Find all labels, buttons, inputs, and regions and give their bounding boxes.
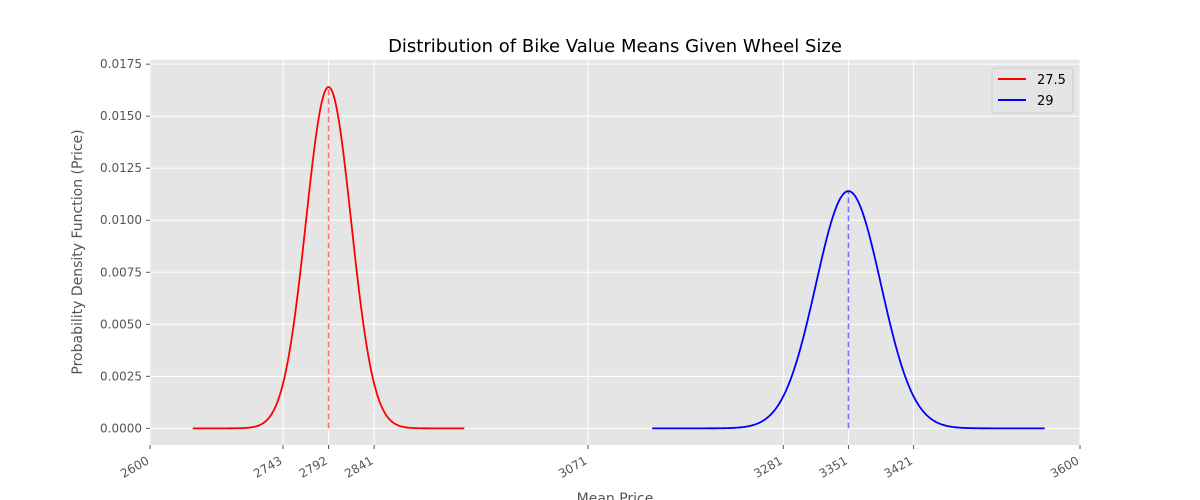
x-tick-label: 3071	[556, 453, 589, 480]
y-tick-label: 0.0150	[100, 109, 142, 123]
x-tick-label: 3421	[882, 453, 915, 480]
chart-title: Distribution of Bike Value Means Given W…	[388, 36, 842, 57]
y-tick-label: 0.0175	[100, 57, 142, 71]
x-tick-label: 3600	[1048, 453, 1081, 480]
y-tick-label: 0.0100	[100, 213, 142, 227]
plot-background	[150, 60, 1080, 445]
series-group	[192, 86, 1045, 430]
y-tick-label: 0.0000	[100, 421, 142, 435]
grid-lines	[149, 60, 1081, 445]
y-ticks: 0.0000 0.0025 0.0050 0.0075 0.0100 0.0125 0.01…	[100, 57, 150, 435]
x-tick-label: 3351	[816, 453, 849, 480]
y-tick-label: 0.0075	[100, 265, 142, 279]
x-tick-label: 2743	[251, 453, 284, 480]
series-line-27-5	[192, 86, 465, 430]
legend-label: 27.5	[1037, 73, 1066, 88]
y-tick-label: 0.0050	[100, 317, 142, 331]
x-tick-label: 2841	[342, 453, 375, 480]
x-tick-label: 3281	[751, 453, 784, 480]
legend: 27.5 29	[991, 67, 1074, 114]
x-axis-label: Mean Price	[577, 491, 654, 500]
x-tick-label: 2792	[297, 453, 330, 480]
y-axis-label: Probability Density Function (Price)	[70, 129, 86, 374]
legend-label: 29	[1037, 94, 1054, 109]
y-tick-label: 0.0125	[100, 161, 142, 175]
x-tick-label: 2600	[118, 453, 151, 480]
y-tick-label: 0.0025	[100, 369, 142, 383]
x-ticks: 2600 2743 2792 2841 3071 3281 3351 3421 3600	[118, 445, 1082, 481]
